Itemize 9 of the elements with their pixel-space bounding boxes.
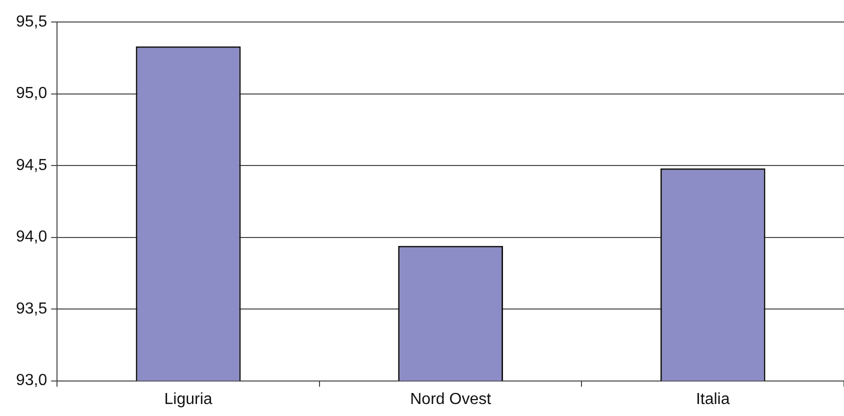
y-tick-label: 93,0 [16, 372, 48, 390]
x-tick-label: Italia [696, 390, 730, 408]
x-tick-label: Nord Ovest [410, 390, 492, 408]
y-tick-label: 95,5 [16, 13, 48, 30]
x-tick-label: Liguria [164, 390, 212, 408]
y-tick-label: 94,0 [16, 228, 48, 246]
y-tick-label: 93,5 [16, 300, 48, 318]
y-tick-label: 94,5 [16, 156, 48, 174]
y-tick-label: 95,0 [16, 85, 48, 102]
